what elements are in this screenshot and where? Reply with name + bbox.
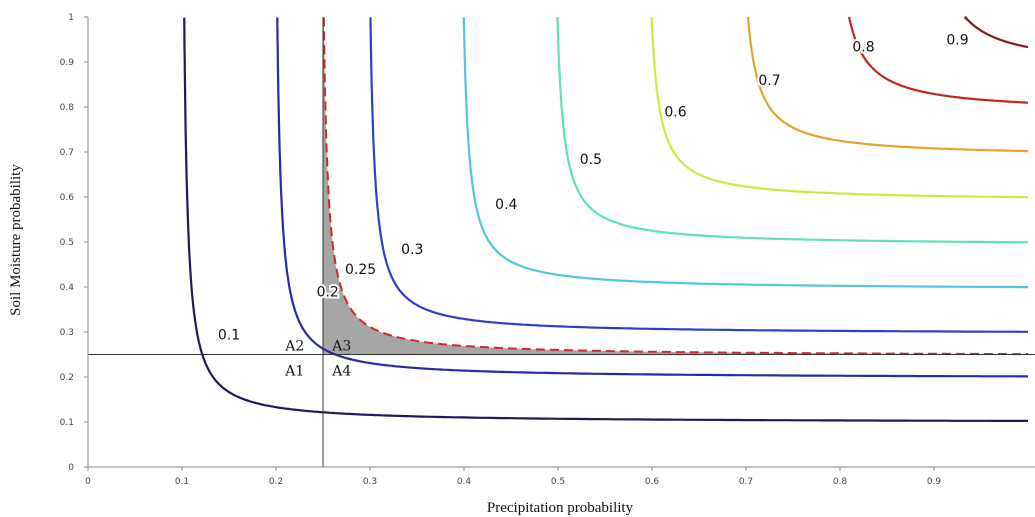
x-tick-label: 0 <box>85 477 91 487</box>
region-label-a4: A4 <box>331 363 351 379</box>
x-tick-label: 0.4 <box>457 477 472 487</box>
x-tick-label: 0.5 <box>551 477 565 487</box>
x-tick-label: 0.7 <box>739 477 753 487</box>
x-tick-label: 0.1 <box>175 477 189 487</box>
region-label-a2: A2 <box>284 339 304 355</box>
contour-labels: 0.1 0.2 0.25 0.3 0.4 0.5 0.6 0.7 0.8 0.9 <box>216 31 971 346</box>
contour-label: 0.3 <box>401 242 423 258</box>
contour-label: 0.4 <box>495 197 517 213</box>
y-tick-label: 0 <box>68 463 74 473</box>
x-axis-label: Precipitation probability <box>487 500 634 516</box>
contour-line-0_5 <box>556 17 1029 244</box>
y-tick-label: 0.4 <box>60 283 75 293</box>
contour-line-0_25 <box>322 17 1028 356</box>
contour-label: 0.2 <box>317 285 339 301</box>
contour-line-0_8 <box>848 16 1029 104</box>
y-axis-label: Soil Moisture probability <box>8 164 24 316</box>
contour-label: 0.5 <box>580 152 602 168</box>
region-label-a1: A1 <box>284 363 304 379</box>
contour-line-0_4 <box>462 17 1028 289</box>
contour-line-0_2 <box>276 17 1028 378</box>
contour-label: 0.25 <box>345 262 376 278</box>
shaded-region <box>323 17 1028 355</box>
y-tick-label: 0.1 <box>60 418 74 428</box>
contour-line-0_1 <box>183 17 1028 422</box>
contour-line-0_3 <box>369 17 1028 333</box>
x-tick-label: 0.2 <box>269 477 283 487</box>
contour-line-0_7 <box>746 17 1029 153</box>
y-tick-label: 0.5 <box>60 238 74 248</box>
x-tick-label: 0.6 <box>645 477 660 487</box>
shaded-region-layer <box>323 17 1028 355</box>
contour-line-0_6 <box>650 17 1028 199</box>
x-tick-label: 0.9 <box>927 477 942 487</box>
threshold-lines <box>88 17 1035 467</box>
x-tick-label: 0.8 <box>833 477 848 487</box>
contour-label: 0.1 <box>218 327 240 343</box>
contour-label: 0.8 <box>852 39 874 55</box>
y-tick-label: 0.6 <box>60 193 75 203</box>
y-tick-label: 0.8 <box>60 103 75 113</box>
y-tick-label: 0.9 <box>60 58 75 68</box>
contour-label: 0.9 <box>946 33 968 49</box>
y-tick-label: 0.2 <box>60 373 74 383</box>
y-tick-label: 1 <box>68 13 74 23</box>
region-labels: A1 A2 A3 A4 <box>284 339 351 380</box>
region-label-a3: A3 <box>331 339 351 355</box>
y-tick-label: 0.7 <box>60 148 74 158</box>
y-tick-label: 0.3 <box>60 328 74 338</box>
contour-line-0_9 <box>964 16 1029 49</box>
contour-label: 0.6 <box>664 105 686 121</box>
x-tick-label: 0.3 <box>363 477 377 487</box>
tick-labels: 0 0.1 0.2 0.3 0.4 0.5 0.6 0.7 0.8 0.9 0 0.1 0.2 0.3 0.… <box>60 13 942 487</box>
contour-label: 0.7 <box>758 73 780 89</box>
contour-layer <box>183 16 1029 422</box>
